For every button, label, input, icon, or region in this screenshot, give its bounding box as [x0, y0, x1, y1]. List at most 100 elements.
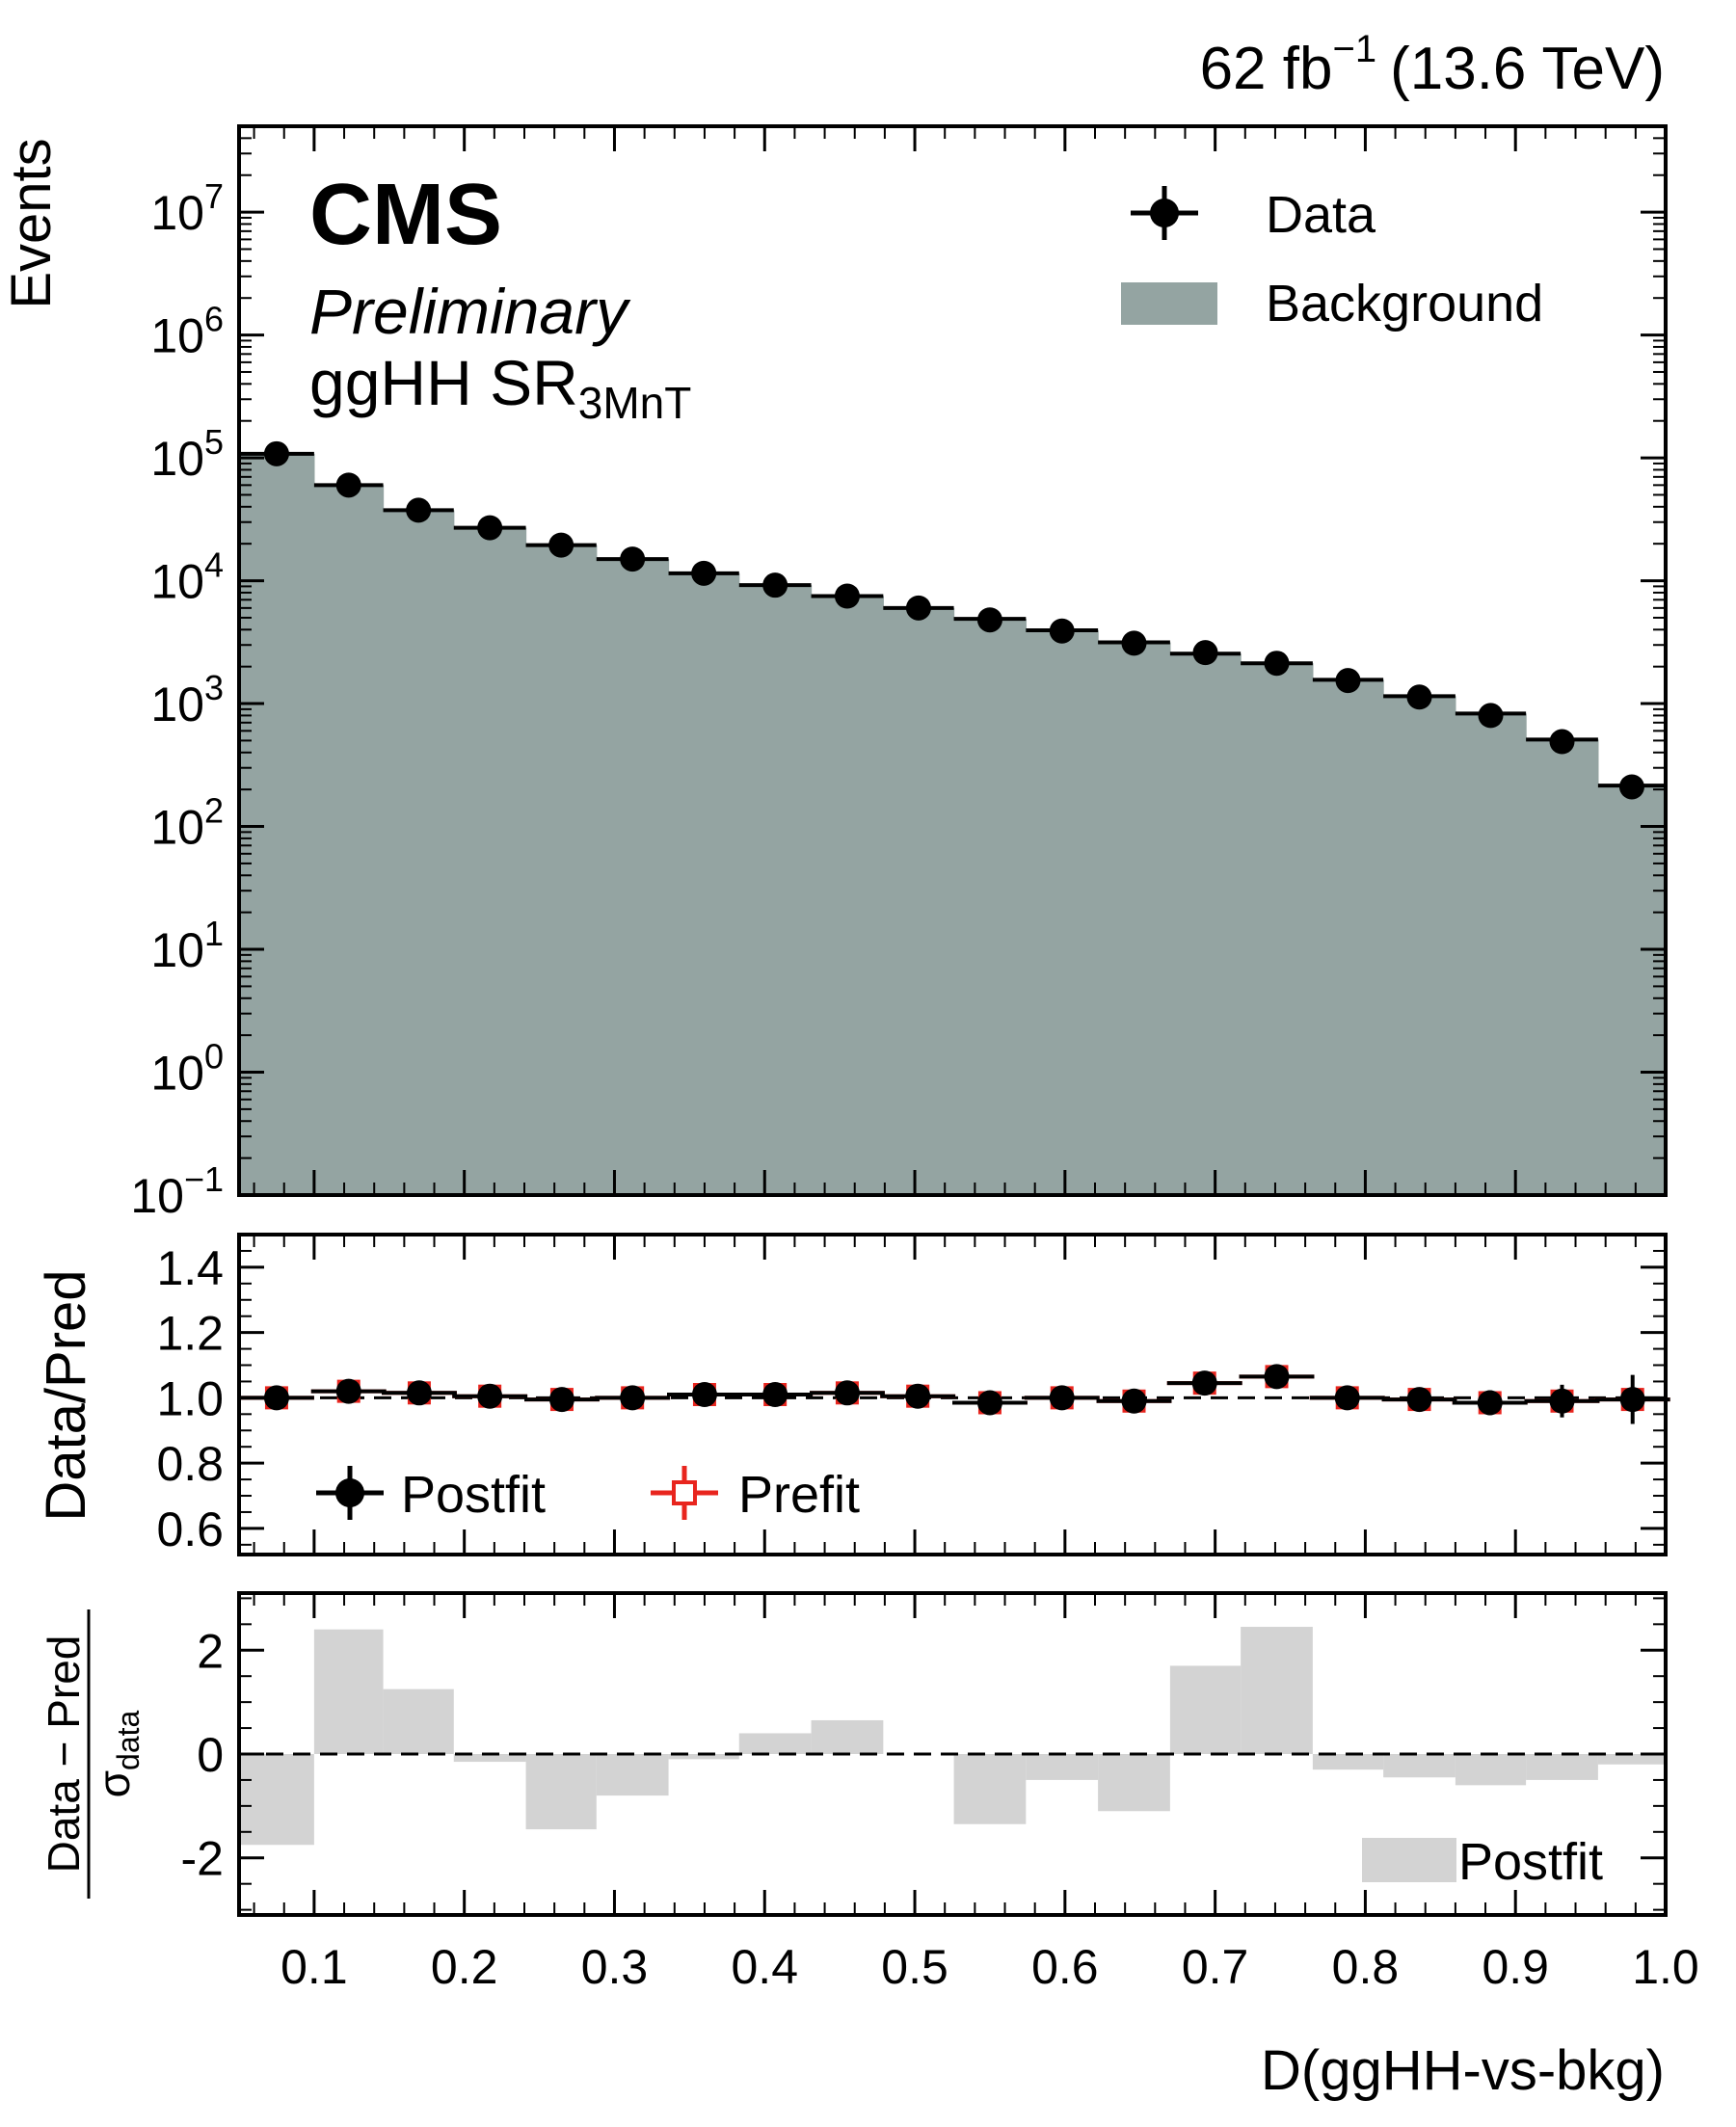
legend-pull-swatch [1362, 1838, 1456, 1882]
data-points [263, 440, 1644, 800]
postfit-point [1619, 1387, 1645, 1413]
x-tick-label: 0.1 [280, 1940, 348, 1994]
pull-bar [383, 1688, 454, 1754]
data-point [263, 440, 289, 466]
background-bar [738, 585, 813, 1195]
pull-bar [1026, 1754, 1099, 1780]
data-point [834, 583, 860, 609]
y-tick-label: -2 [181, 1832, 224, 1886]
background-bar [525, 545, 598, 1195]
postfit-point [976, 1390, 1002, 1416]
postfit-point [335, 1378, 361, 1404]
background-bar [883, 607, 955, 1195]
y-tick-label: 106 [150, 300, 224, 363]
postfit-point [1264, 1364, 1290, 1390]
pull-bar [453, 1754, 526, 1763]
postfit-point [477, 1383, 503, 1409]
background-bar [1383, 696, 1456, 1195]
background-bar [1026, 629, 1099, 1195]
y-tick-label: 105 [150, 422, 224, 486]
ratio-y-axis: 0.6 0.8 1.0 1.2 1.4 [156, 1241, 1666, 1556]
x-tick-label: 0.6 [1031, 1940, 1099, 1994]
luminosity-label: 62 fb−1 (13.6 TeV) [1200, 28, 1665, 102]
data-point [1335, 668, 1361, 694]
postfit-point [548, 1387, 574, 1413]
postfit-point [1049, 1385, 1075, 1411]
data-point [1406, 684, 1432, 710]
y-tick-label: 0.6 [156, 1502, 224, 1556]
data-point [1478, 703, 1504, 729]
y-tick-label: 1.2 [156, 1307, 224, 1361]
background-bar [1098, 642, 1171, 1195]
main-y-axis: 10−1 100 101 102 103 104 105 106 107 [130, 137, 1666, 1223]
y-tick-label: 101 [150, 914, 224, 977]
pull-bar [239, 1754, 314, 1846]
data-point [335, 472, 361, 498]
data-point [976, 607, 1002, 633]
legend-data-marker [1131, 186, 1198, 240]
background-bar [811, 596, 884, 1195]
background-bar [1169, 653, 1242, 1195]
pull-bar [1312, 1754, 1384, 1770]
postfit-point [691, 1382, 717, 1407]
background-bar [1597, 785, 1667, 1195]
legend-prefit-label: Prefit [738, 1466, 860, 1524]
pull-bar [953, 1754, 1027, 1824]
pull-frame [237, 1591, 1668, 1917]
data-point [1549, 729, 1575, 755]
postfit-point [1406, 1387, 1432, 1413]
pull-bar [1098, 1754, 1170, 1812]
y-tick-label: 0 [197, 1728, 224, 1782]
postfit-point [1121, 1388, 1147, 1414]
background-bar [953, 619, 1027, 1195]
background-bar [453, 527, 527, 1195]
y-tick-label: 107 [150, 176, 224, 240]
ratio-legend: Postfit Prefit [316, 1466, 860, 1524]
pull-bar [1169, 1665, 1242, 1754]
pull-histogram [239, 1627, 1666, 1846]
pull-panel: -2 0 2 0.1 0.2 0.3 0.4 0.5 0.6 0.7 0.8 0.9 1.0 Post… [39, 126, 1699, 2102]
data-point [1049, 618, 1075, 644]
postfit-point [620, 1385, 646, 1411]
y-tick-label: 0.8 [156, 1437, 224, 1491]
cms-label: CMS [309, 167, 502, 263]
postfit-point [406, 1380, 432, 1406]
pull-bar [668, 1754, 739, 1760]
x-tick-label: 0.8 [1332, 1940, 1400, 1994]
x-tick-label: 0.2 [431, 1940, 498, 1994]
background-bar [1455, 713, 1527, 1195]
data-point [691, 560, 717, 586]
postfit-point [1477, 1390, 1503, 1416]
pull-bar [1526, 1754, 1598, 1780]
legend-background-label: Background [1266, 275, 1543, 332]
pull-bar [1455, 1754, 1527, 1786]
data-point [620, 546, 646, 572]
legend-prefit-marker [651, 1466, 718, 1520]
legend-data-label: Data [1266, 186, 1376, 244]
postfit-point [905, 1383, 931, 1409]
pull-bar [1383, 1754, 1456, 1778]
pull-y-axis: -2 0 2 [181, 1597, 1666, 1911]
pull-bar [1241, 1627, 1313, 1754]
data-point [406, 497, 432, 523]
background-bar [383, 510, 455, 1195]
main-frame [237, 124, 1668, 1197]
data-point [1618, 774, 1644, 800]
x-tick-label: 0.7 [1182, 1940, 1249, 1994]
legend-pull-label: Postfit [1458, 1833, 1603, 1891]
legend-postfit-label: Postfit [401, 1466, 546, 1524]
data-point [548, 532, 574, 558]
background-bar [1526, 739, 1599, 1195]
legend-postfit-marker [316, 1466, 384, 1520]
pull-bar [811, 1719, 884, 1754]
pull-y-axis-title: Data − Pred σdata [39, 1609, 146, 1899]
y-tick-label: 102 [150, 791, 224, 855]
pull-bar [738, 1733, 812, 1754]
x-tick-label: 0.3 [581, 1940, 649, 1994]
pull-bar [313, 1629, 384, 1754]
pull-bar [596, 1754, 669, 1796]
postfit-point [1334, 1385, 1360, 1411]
y-tick-label: 104 [150, 545, 224, 609]
background-bar [668, 572, 740, 1195]
